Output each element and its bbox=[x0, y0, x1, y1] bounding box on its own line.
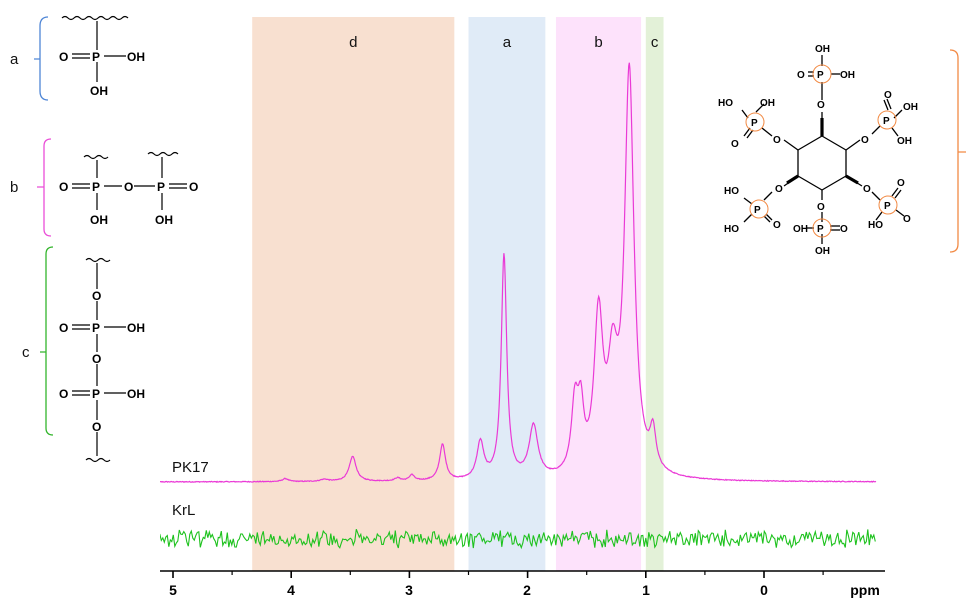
x-tick-label: 5 bbox=[169, 582, 177, 598]
svg-text:O: O bbox=[817, 202, 825, 213]
svg-text:O: O bbox=[903, 214, 911, 225]
svg-text:P: P bbox=[92, 50, 100, 64]
svg-text:OH: OH bbox=[90, 213, 108, 227]
spectrum-trace-krl bbox=[160, 529, 876, 550]
svg-text:O: O bbox=[124, 180, 133, 194]
svg-text:O: O bbox=[59, 387, 68, 401]
region-label-d: d bbox=[349, 34, 357, 51]
svg-text:OH: OH bbox=[903, 102, 918, 113]
svg-text:O: O bbox=[840, 224, 848, 235]
svg-text:P: P bbox=[92, 180, 100, 194]
x-tick-label: 3 bbox=[405, 582, 413, 598]
svg-text:O: O bbox=[897, 178, 905, 189]
svg-text:P: P bbox=[883, 116, 890, 127]
region-band-a bbox=[468, 17, 546, 571]
region-band-d bbox=[252, 17, 455, 571]
svg-text:OH: OH bbox=[840, 70, 855, 81]
svg-text:P: P bbox=[751, 118, 758, 129]
svg-text:OH: OH bbox=[127, 50, 145, 64]
svg-text:OH: OH bbox=[815, 44, 830, 55]
svg-text:O: O bbox=[92, 420, 101, 434]
svg-text:O: O bbox=[861, 135, 869, 146]
svg-text:P: P bbox=[754, 205, 761, 216]
structure-d: OH O P OH HO OH P O O O O P OH O OH O O … bbox=[718, 44, 966, 257]
svg-text:O: O bbox=[817, 100, 825, 111]
svg-text:O: O bbox=[775, 184, 783, 195]
svg-text:O: O bbox=[884, 90, 892, 101]
svg-text:OH: OH bbox=[760, 98, 775, 109]
svg-text:OH: OH bbox=[793, 224, 808, 235]
svg-text:OH: OH bbox=[815, 246, 830, 257]
svg-text:HO: HO bbox=[718, 98, 733, 109]
svg-text:OH: OH bbox=[127, 387, 145, 401]
structure-label-a: a bbox=[10, 51, 19, 68]
svg-text:O: O bbox=[773, 135, 781, 146]
svg-text:O: O bbox=[59, 50, 68, 64]
svg-text:HO: HO bbox=[724, 224, 739, 235]
x-axis-unit-label: ppm bbox=[850, 582, 880, 598]
svg-text:O: O bbox=[773, 220, 781, 231]
svg-text:O: O bbox=[59, 321, 68, 335]
series-label-pk17: PK17 bbox=[172, 459, 209, 476]
svg-text:OH: OH bbox=[90, 84, 108, 98]
svg-text:O: O bbox=[92, 352, 101, 366]
svg-text:OH: OH bbox=[127, 321, 145, 335]
svg-text:P: P bbox=[157, 180, 165, 194]
svg-text:O: O bbox=[189, 180, 198, 194]
svg-text:P: P bbox=[817, 70, 824, 81]
x-axis-ticks bbox=[172, 571, 824, 578]
region-label-a: a bbox=[503, 34, 512, 51]
region-label-c: c bbox=[651, 34, 659, 51]
structure-a: a O P OH OH bbox=[10, 15, 145, 101]
structure-label-c: c bbox=[22, 344, 30, 361]
x-tick-label: 2 bbox=[523, 582, 531, 598]
x-tick-label: 0 bbox=[760, 582, 768, 598]
svg-text:OH: OH bbox=[897, 136, 912, 147]
svg-text:P: P bbox=[817, 224, 824, 235]
svg-text:P: P bbox=[92, 387, 100, 401]
x-axis-tick-labels: 5 4 3 2 1 0 ppm bbox=[169, 582, 880, 598]
series-label-krl: KrL bbox=[172, 502, 195, 519]
x-tick-label: 4 bbox=[287, 582, 295, 598]
region-band-b bbox=[555, 17, 642, 571]
spectrum-trace-pk17 bbox=[160, 62, 877, 484]
svg-text:O: O bbox=[92, 289, 101, 303]
svg-text:HO: HO bbox=[724, 186, 739, 197]
svg-text:OH: OH bbox=[155, 213, 173, 227]
svg-text:O: O bbox=[797, 70, 805, 81]
structure-label-b: b bbox=[10, 179, 18, 196]
structure-b: b O P O P O OH OH bbox=[10, 138, 198, 237]
svg-text:O: O bbox=[863, 184, 871, 195]
svg-text:P: P bbox=[884, 201, 891, 212]
region-label-b: b bbox=[594, 34, 602, 51]
region-bands bbox=[252, 17, 664, 571]
region-band-c bbox=[645, 17, 664, 571]
x-tick-label: 1 bbox=[642, 582, 650, 598]
svg-text:HO: HO bbox=[868, 220, 883, 231]
svg-text:P: P bbox=[92, 321, 100, 335]
structure-c: c O O P OH O O P OH O bbox=[22, 246, 145, 463]
svg-text:O: O bbox=[731, 139, 739, 150]
svg-text:O: O bbox=[59, 180, 68, 194]
